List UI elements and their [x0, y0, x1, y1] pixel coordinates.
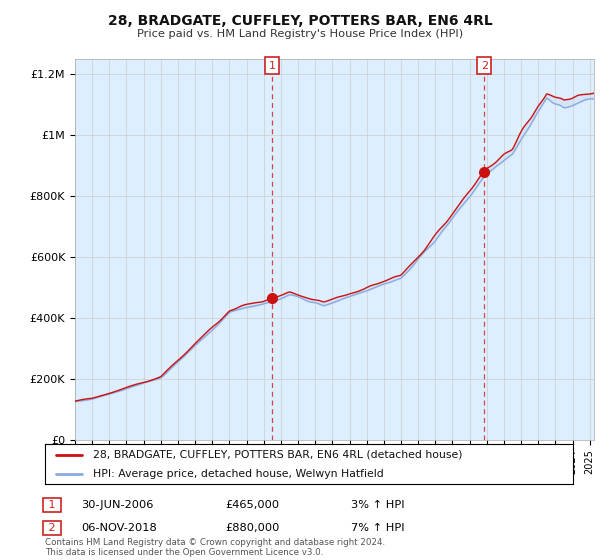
- Text: 1: 1: [45, 500, 59, 510]
- Text: 28, BRADGATE, CUFFLEY, POTTERS BAR, EN6 4RL (detached house): 28, BRADGATE, CUFFLEY, POTTERS BAR, EN6 …: [92, 450, 462, 460]
- Text: 3% ↑ HPI: 3% ↑ HPI: [351, 500, 404, 510]
- Text: Contains HM Land Registry data © Crown copyright and database right 2024.
This d: Contains HM Land Registry data © Crown c…: [45, 538, 385, 557]
- Text: Price paid vs. HM Land Registry's House Price Index (HPI): Price paid vs. HM Land Registry's House …: [137, 29, 463, 39]
- Text: £465,000: £465,000: [225, 500, 279, 510]
- Text: 2: 2: [45, 523, 59, 533]
- Text: £880,000: £880,000: [225, 523, 280, 533]
- Text: HPI: Average price, detached house, Welwyn Hatfield: HPI: Average price, detached house, Welw…: [92, 469, 383, 479]
- Text: 7% ↑ HPI: 7% ↑ HPI: [351, 523, 404, 533]
- Text: 2: 2: [481, 60, 488, 71]
- Text: 1: 1: [269, 60, 276, 71]
- Text: 06-NOV-2018: 06-NOV-2018: [81, 523, 157, 533]
- Text: 30-JUN-2006: 30-JUN-2006: [81, 500, 154, 510]
- Text: 28, BRADGATE, CUFFLEY, POTTERS BAR, EN6 4RL: 28, BRADGATE, CUFFLEY, POTTERS BAR, EN6 …: [107, 14, 493, 28]
